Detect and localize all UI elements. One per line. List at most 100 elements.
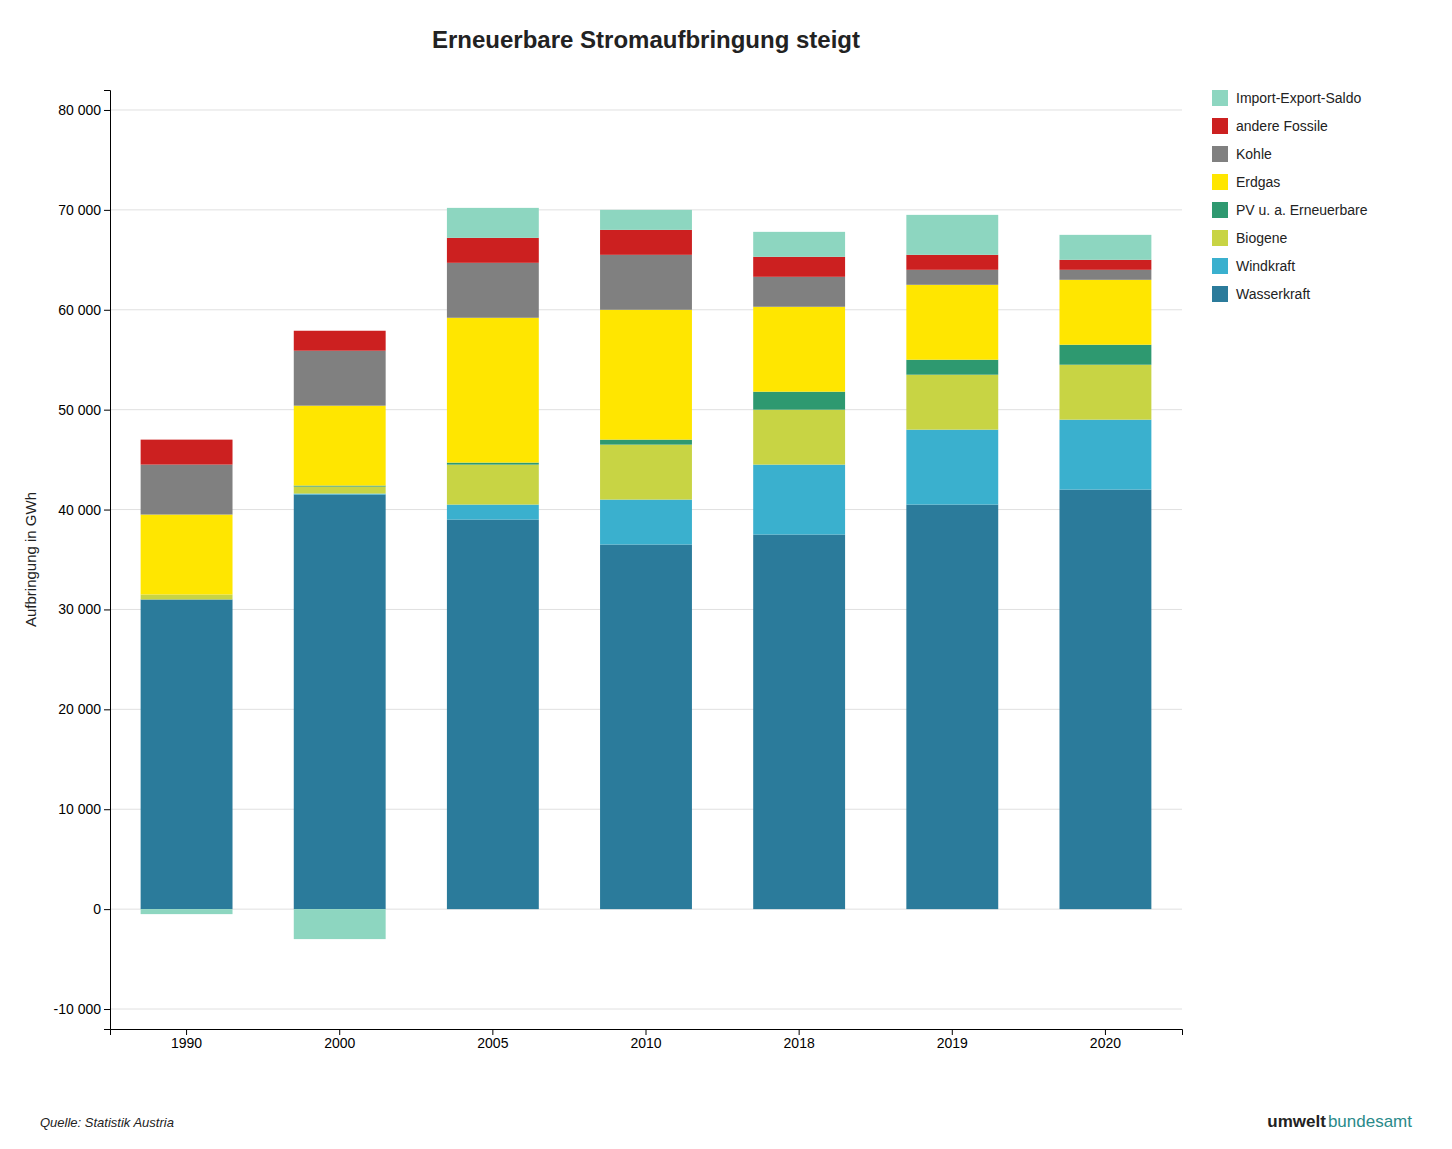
bar — [600, 255, 692, 310]
bar — [1059, 420, 1151, 490]
legend-item: Wasserkraft — [1212, 286, 1310, 302]
y-tick: 80 000 — [58, 102, 110, 118]
bar — [141, 594, 233, 599]
chart: Erneuerbare Stromaufbringung steigt-10 0… — [0, 0, 1452, 1149]
y-axis-title: Aufbringung in GWh — [22, 492, 39, 627]
bar — [294, 331, 386, 351]
bar — [447, 505, 539, 520]
y-tick: 60 000 — [58, 302, 110, 318]
y-tick-mark — [104, 310, 110, 311]
x-tick-label: 1990 — [171, 1035, 202, 1051]
grid-line — [110, 1009, 1182, 1010]
legend-label: Wasserkraft — [1236, 286, 1310, 302]
bar — [906, 270, 998, 285]
legend-swatch — [1212, 258, 1228, 274]
bar — [294, 406, 386, 486]
x-tick-label: 2020 — [1090, 1035, 1121, 1051]
bar — [906, 360, 998, 375]
bar — [600, 310, 692, 440]
bar — [1059, 235, 1151, 260]
y-tick-label: 30 000 — [58, 601, 101, 617]
bar — [753, 232, 845, 257]
y-tick-label: 50 000 — [58, 402, 101, 418]
y-tick: 50 000 — [58, 402, 110, 418]
bar — [294, 487, 386, 494]
bar — [753, 410, 845, 465]
y-tick-label: 20 000 — [58, 701, 101, 717]
y-tick: 70 000 — [58, 202, 110, 218]
x-tick-label: 2000 — [324, 1035, 355, 1051]
x-tick: 2018 — [784, 1029, 815, 1051]
y-tick-label: 0 — [93, 901, 101, 917]
grid — [110, 110, 1182, 1009]
x-tick: 2005 — [477, 1029, 508, 1051]
x-tick: 2010 — [630, 1029, 661, 1051]
legend-label: Import-Export-Saldo — [1236, 90, 1361, 106]
y-tick-label: 10 000 — [58, 801, 101, 817]
x-tick: 2020 — [1090, 1029, 1121, 1051]
bar-series — [141, 255, 1152, 515]
x-tick-label: 2010 — [630, 1035, 661, 1051]
bar — [447, 465, 539, 505]
y-tick: 0 — [93, 901, 110, 917]
bar — [1059, 490, 1151, 910]
logo-part: bundesamt — [1328, 1112, 1412, 1131]
y-tick-mark — [104, 410, 110, 411]
legend-swatch — [1212, 90, 1228, 106]
bar — [141, 515, 233, 595]
legend-swatch — [1212, 202, 1228, 218]
bar — [141, 440, 233, 465]
bar — [600, 210, 692, 230]
legend-item: Kohle — [1212, 146, 1272, 162]
bar — [447, 263, 539, 318]
bar-series — [141, 208, 1152, 939]
legend-swatch — [1212, 286, 1228, 302]
y-axis: -10 000 0 10 000 20 000 30 000 40 000 50 000 60… — [54, 91, 111, 1030]
y-tick-label: 40 000 — [58, 502, 101, 518]
y-tick-mark — [104, 909, 110, 910]
legend-item: Erdgas — [1212, 174, 1280, 190]
y-tick-label: -10 000 — [54, 1001, 102, 1017]
bar — [447, 520, 539, 910]
bar — [753, 307, 845, 392]
bar — [447, 463, 539, 465]
x-tick-label: 2019 — [937, 1035, 968, 1051]
y-tick-mark — [104, 210, 110, 211]
y-tick-mark — [104, 809, 110, 810]
y-tick: 20 000 — [58, 701, 110, 717]
y-tick-label: 80 000 — [58, 102, 101, 118]
bar — [600, 230, 692, 255]
bar — [906, 505, 998, 910]
bar — [753, 465, 845, 535]
bar-series — [141, 230, 1152, 465]
bar — [141, 465, 233, 515]
legend-item: Import-Export-Saldo — [1212, 90, 1361, 106]
bar — [141, 599, 233, 909]
y-axis-line — [104, 91, 111, 1030]
y-tick-mark — [104, 609, 110, 610]
y-tick: -10 000 — [54, 1001, 110, 1017]
y-tick-label: 60 000 — [58, 302, 101, 318]
legend-item: Windkraft — [1212, 258, 1295, 274]
bar — [906, 285, 998, 360]
bar — [447, 238, 539, 263]
legend-label: Erdgas — [1236, 174, 1280, 190]
bar — [906, 430, 998, 505]
y-tick-label: 70 000 — [58, 202, 101, 218]
bar — [906, 375, 998, 430]
bar — [600, 545, 692, 910]
legend-label: PV u. a. Erneuerbare — [1236, 202, 1368, 218]
bar — [600, 500, 692, 545]
source-note: Quelle: Statistik Austria — [40, 1115, 174, 1130]
bar — [141, 909, 233, 914]
y-tick: 30 000 — [58, 601, 110, 617]
legend-item: andere Fossile — [1212, 118, 1328, 134]
y-tick: 10 000 — [58, 801, 110, 817]
legend-swatch — [1212, 146, 1228, 162]
x-tick: 2019 — [937, 1029, 968, 1051]
bar — [753, 257, 845, 277]
bar — [753, 392, 845, 410]
bar — [600, 445, 692, 500]
legend-swatch — [1212, 118, 1228, 134]
legend-label: Kohle — [1236, 146, 1272, 162]
